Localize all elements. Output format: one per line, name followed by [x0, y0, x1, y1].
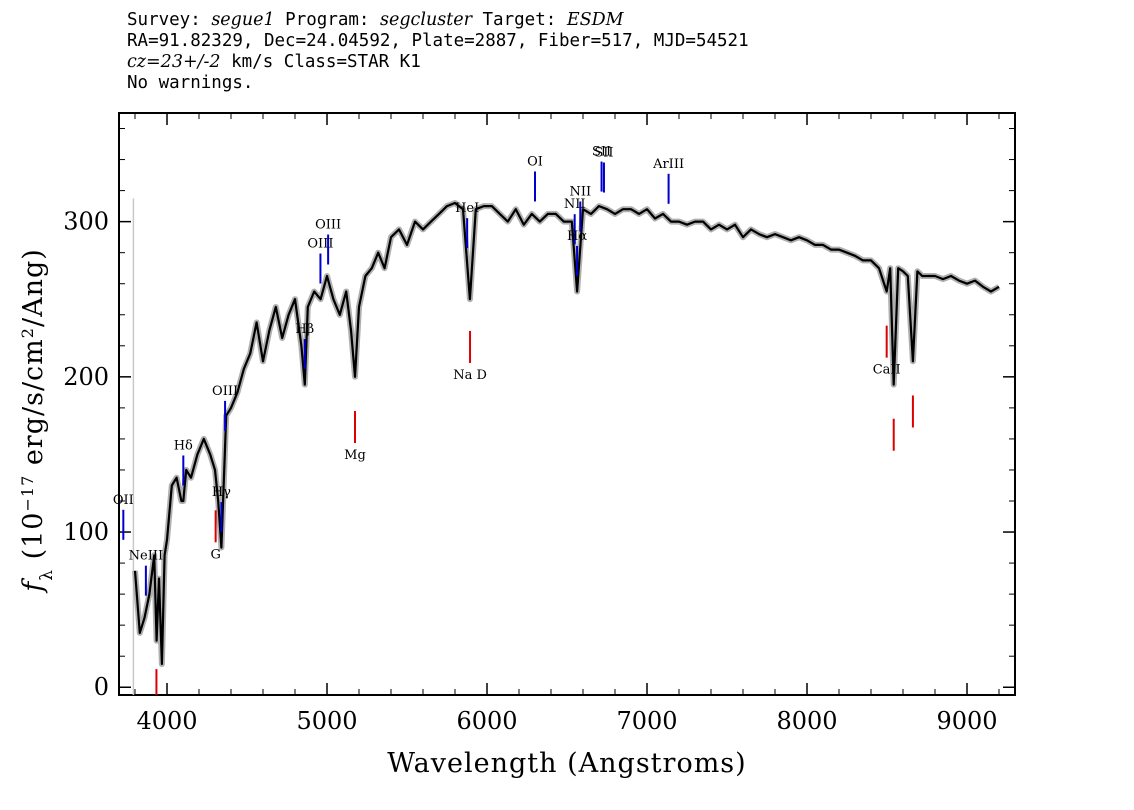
spectrum-line	[133, 201, 1000, 666]
emission-line-label: Hδ	[174, 438, 193, 453]
emission-line-label: SII	[594, 146, 613, 161]
x-axis-title: Wavelength (Angstroms)	[387, 748, 746, 779]
program-value: segcluster	[380, 10, 472, 30]
emission-line-label: OII	[113, 493, 134, 508]
x-tick-label: 7000	[616, 707, 677, 735]
absorption-line-label: Mg	[344, 448, 366, 463]
absorption-line-label: CaII	[873, 363, 901, 378]
spectrum-error-band	[132, 200, 1001, 667]
x-axis-ticks: 4000 5000 6000 7000 8000 9000	[134, 113, 1000, 735]
survey-value: segue1	[211, 10, 275, 30]
survey-key: Survey:	[127, 10, 201, 30]
emission-line-label: OI	[527, 154, 543, 169]
emission-line-label: SII	[592, 145, 611, 160]
header-line-survey: Survey: segue1 Program: segcluster Targe…	[127, 10, 749, 31]
y-tick-label: 300	[63, 208, 109, 236]
y-axis-title: fλ (10−17 erg/s/cm2/Ang)	[18, 248, 58, 594]
emission-line-label: Hα	[567, 229, 587, 244]
x-tick-label: 4000	[136, 707, 197, 735]
header-line-redshift: cz=23+/-2 km/s Class=STAR K1	[127, 52, 749, 73]
absorption-line-label: G	[210, 547, 220, 562]
emission-line-label: Hβ	[295, 322, 314, 337]
emission-line-label: OIII	[315, 218, 341, 233]
emission-line-label: ArIII	[652, 157, 684, 172]
x-tick-label: 6000	[456, 707, 517, 735]
absorption-line-label: Na D	[453, 368, 487, 383]
header-line-warnings: No warnings.	[127, 73, 254, 93]
cz-value: cz=23+/-2	[127, 52, 221, 72]
line-markers: OIINeIIIHδHγOIIIHβOIIIOIIIHeIOINIIHαNIIS…	[113, 145, 914, 695]
spectrum-header: Survey: segue1 Program: segcluster Targe…	[127, 10, 749, 94]
emission-line-label: NII	[569, 184, 591, 199]
header-line-coordinates: RA=91.82329, Dec=24.04592, Plate=2887, F…	[127, 31, 749, 51]
emission-line-label: HeI	[455, 201, 479, 216]
emission-line-label: NeIII	[129, 549, 163, 564]
y-axis-ticks: 0 100 200 300	[63, 128, 1015, 701]
x-tick-label: 9000	[936, 707, 997, 735]
x-tick-label: 5000	[296, 707, 357, 735]
emission-line-label: Hγ	[212, 485, 231, 500]
target-value: ESDM	[566, 10, 624, 30]
y-tick-label: 0	[94, 673, 109, 701]
error-band	[132, 200, 1001, 667]
emission-line-label: OIII	[212, 384, 238, 399]
y-tick-label: 100	[63, 518, 109, 546]
cz-rest: km/s Class=STAR K1	[231, 52, 421, 72]
spectrum-series	[133, 201, 1000, 666]
x-tick-label: 8000	[776, 707, 837, 735]
target-key: Target:	[482, 10, 557, 30]
y-tick-label: 200	[63, 363, 109, 391]
program-key: Program:	[285, 10, 370, 30]
plot-frame	[118, 112, 1016, 696]
emission-line-label: OIII	[307, 237, 333, 252]
